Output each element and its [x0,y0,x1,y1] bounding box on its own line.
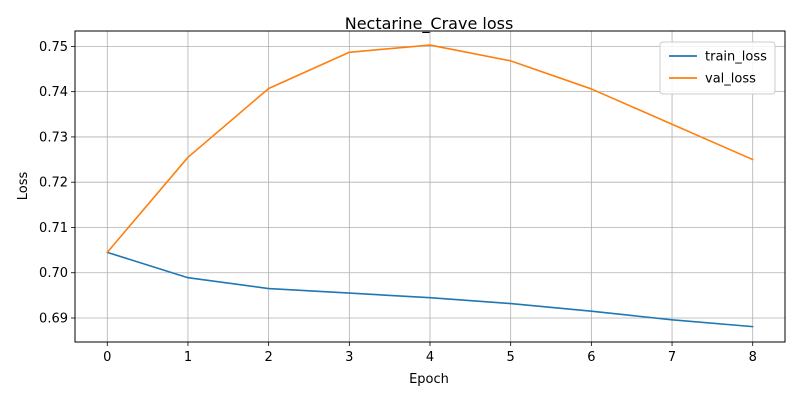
y-tick-label: 0.72 [39,176,68,191]
chart-title: Nectarine_Crave loss [345,14,514,34]
x-tick-label: 2 [264,350,272,365]
x-tick-label: 4 [426,350,434,365]
y-tick-label: 0.69 [39,312,68,327]
x-tick-label: 5 [507,350,515,365]
x-tick-label: 8 [749,350,757,365]
x-tick-label: 1 [184,350,192,365]
x-tick-label: 7 [668,350,676,365]
y-tick-label: 0.75 [39,40,68,55]
legend-box [659,41,776,95]
x-axis-label: Epoch [409,372,449,387]
legend: train_loss val_loss [659,41,776,95]
y-tick-label: 0.71 [39,221,68,236]
series-lines [106,44,754,328]
x-tick-label: 6 [587,350,595,365]
series-line-val-loss [106,44,754,254]
series-line-train-loss [106,251,754,328]
legend-label: val_loss [705,72,756,87]
legend-label: train_loss [705,50,767,65]
plot-area-frame [74,30,786,343]
x-tick-label: 0 [103,350,111,365]
axis-ticks: 0 1 2 3 4 5 6 7 8 0.69 0.70 0.71 0.72 0.73 0.74 0.75 [39,40,757,365]
x-tick-label: 3 [345,350,353,365]
y-tick-label: 0.70 [39,266,68,281]
y-axis-label: Loss [16,172,31,201]
y-tick-label: 0.73 [39,130,68,145]
y-tick-label: 0.74 [39,85,68,100]
